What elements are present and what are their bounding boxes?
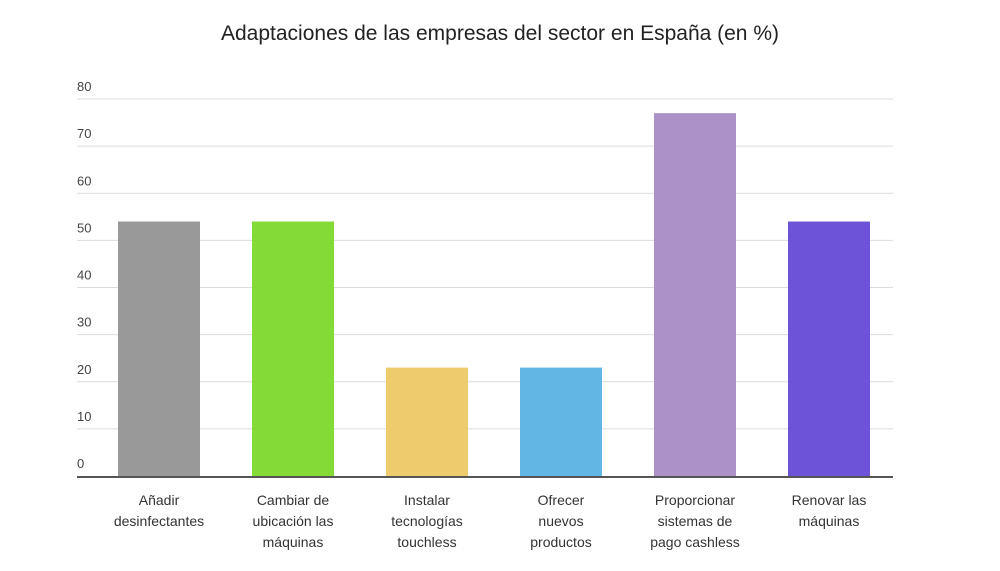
x-tick-label: Cambiar de ubicación las máquinas	[228, 490, 358, 553]
x-tick-label-line: Instalar	[404, 492, 450, 508]
x-tick-label-line: ubicación las	[252, 513, 334, 529]
y-tick-label: 70	[77, 126, 91, 141]
x-tick-label-line: Añadir	[138, 492, 180, 508]
x-tick-label: Proporcionar sistemas de pago cashless	[630, 490, 760, 553]
x-tick-label-line: pago cashless	[650, 534, 740, 550]
bar	[118, 221, 200, 476]
x-tick-label-line: máquinas	[798, 513, 860, 529]
y-tick-label: 30	[77, 315, 91, 330]
y-tick-label: 80	[77, 79, 91, 94]
bar	[654, 113, 736, 476]
bar	[788, 221, 870, 476]
x-tick-label-line: tecnologías	[391, 513, 463, 529]
x-tick-label-line: touchless	[397, 534, 457, 550]
y-tick-label: 60	[77, 173, 91, 188]
x-tick-label-line: productos	[530, 534, 592, 550]
y-tick-label: 10	[77, 409, 91, 424]
x-tick-label-line: Proporcionar	[654, 492, 736, 508]
x-tick-label: Instalar tecnologías touchless	[362, 490, 492, 553]
y-tick-label: 0	[77, 456, 84, 471]
x-tick-label: Ofrecer nuevos productos	[496, 490, 626, 553]
x-tick-label-line: Renovar las	[791, 492, 867, 508]
x-tick-label-line: máquinas	[262, 534, 324, 550]
y-tick-label: 20	[77, 362, 91, 377]
x-tick-label: Añadir desinfectantes	[94, 490, 224, 532]
x-tick-label: Renovar las máquinas	[764, 490, 894, 532]
bar	[520, 367, 602, 476]
x-tick-label-line: desinfectantes	[113, 513, 205, 529]
x-tick-label-line: Ofrecer	[537, 492, 585, 508]
y-tick-label: 50	[77, 220, 91, 235]
bar	[386, 367, 468, 476]
chart-title: Adaptaciones de las empresas del sector …	[221, 22, 779, 45]
x-tick-label-line: sistemas de	[657, 513, 733, 529]
y-tick-label: 40	[77, 268, 91, 283]
bar	[252, 221, 334, 476]
x-tick-label-line: Cambiar de	[256, 492, 330, 508]
x-tick-label-line: nuevos	[538, 513, 584, 529]
